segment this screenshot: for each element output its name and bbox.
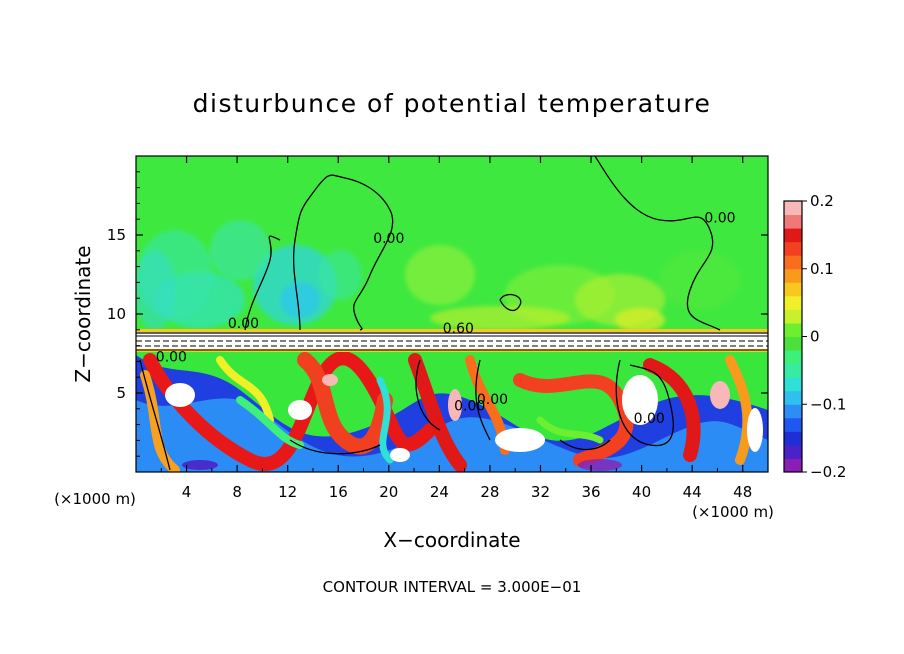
colorbar-swatch bbox=[784, 417, 802, 432]
x-tick-label: 28 bbox=[480, 483, 499, 501]
colorbar-tick-label: 0.1 bbox=[810, 260, 834, 278]
contour-label: 0.00 bbox=[634, 411, 665, 427]
colorbar-tick-label: 0 bbox=[810, 328, 820, 346]
contour-label: 0.00 bbox=[228, 316, 259, 332]
inversion-layer bbox=[136, 329, 768, 352]
contour-lines bbox=[139, 156, 721, 471]
y-axis: 5 10 15 bbox=[107, 171, 768, 457]
colorbar-swatch bbox=[784, 336, 802, 351]
x-unit-right: (×1000 m) bbox=[692, 503, 774, 521]
x-tick-label: 8 bbox=[232, 483, 242, 501]
y-tick-label: 10 bbox=[107, 305, 126, 323]
contour-label: 0.00 bbox=[156, 349, 187, 365]
colorbar-swatch bbox=[784, 309, 802, 324]
colorbar-swatch bbox=[784, 255, 802, 270]
colorbar-swatch bbox=[784, 228, 802, 243]
contour-labels: 0.000.00 0.600.000.000.000.000.00 bbox=[156, 210, 736, 427]
contour-interval-footer: CONTOUR INTERVAL = 3.000E−01 bbox=[323, 578, 582, 596]
colorbar-swatch bbox=[784, 390, 802, 405]
colorbar-swatch bbox=[784, 404, 802, 419]
y-axis-label: Z−coordinate bbox=[71, 245, 95, 382]
x-tick-label: 36 bbox=[581, 483, 600, 501]
colorbar-tick-label: 0.2 bbox=[810, 192, 834, 210]
contour-label: 0.00 bbox=[454, 398, 485, 414]
colorbar-swatch bbox=[784, 201, 802, 216]
colorbar: 0.2 0.1 0 −0.1 −0.2 bbox=[783, 192, 846, 481]
colorbar-swatch bbox=[784, 377, 802, 392]
colorbar-swatch bbox=[784, 431, 802, 446]
x-tick-label: 16 bbox=[329, 483, 348, 501]
y-tick-label: 15 bbox=[107, 226, 126, 244]
x-tick-label: 24 bbox=[430, 483, 449, 501]
colorbar-swatch bbox=[784, 458, 802, 473]
contour-label: 0.00 bbox=[704, 210, 735, 226]
plot-area bbox=[136, 156, 768, 472]
y-tick-label: 5 bbox=[116, 384, 126, 402]
colorbar-swatch bbox=[784, 322, 802, 337]
colorbar-swatch bbox=[784, 241, 802, 256]
colorbar-tick-label: −0.1 bbox=[810, 395, 846, 413]
colorbar-tick-label: −0.2 bbox=[810, 463, 846, 481]
colorbar-swatch bbox=[784, 282, 802, 297]
x-tick-label: 32 bbox=[531, 483, 550, 501]
x-tick-label: 20 bbox=[379, 483, 398, 501]
colorbar-swatch bbox=[784, 295, 802, 310]
colorbar-swatch bbox=[784, 363, 802, 378]
colorbar-swatch bbox=[784, 268, 802, 283]
x-tick-label: 48 bbox=[733, 483, 752, 501]
x-axis: 4 8 12 16 20 24 28 32 36 40 44 48 bbox=[160, 156, 752, 501]
contour-label: 0.00 bbox=[477, 392, 508, 408]
x-tick-label: 44 bbox=[683, 483, 702, 501]
colorbar-swatch bbox=[784, 214, 802, 229]
contour-label: 0.00 bbox=[373, 231, 404, 247]
upper-field-patches bbox=[136, 220, 740, 332]
x-unit-left: (×1000 m) bbox=[54, 490, 136, 508]
colorbar-swatch bbox=[784, 350, 802, 365]
x-tick-label: 4 bbox=[182, 483, 192, 501]
contour-label: 0.60 bbox=[443, 321, 474, 337]
x-tick-label: 12 bbox=[278, 483, 297, 501]
x-axis-label: X−coordinate bbox=[383, 528, 520, 552]
colorbar-swatch bbox=[784, 444, 802, 459]
x-tick-label: 40 bbox=[632, 483, 651, 501]
chart-title: disturbunce of potential temperature bbox=[193, 89, 712, 118]
